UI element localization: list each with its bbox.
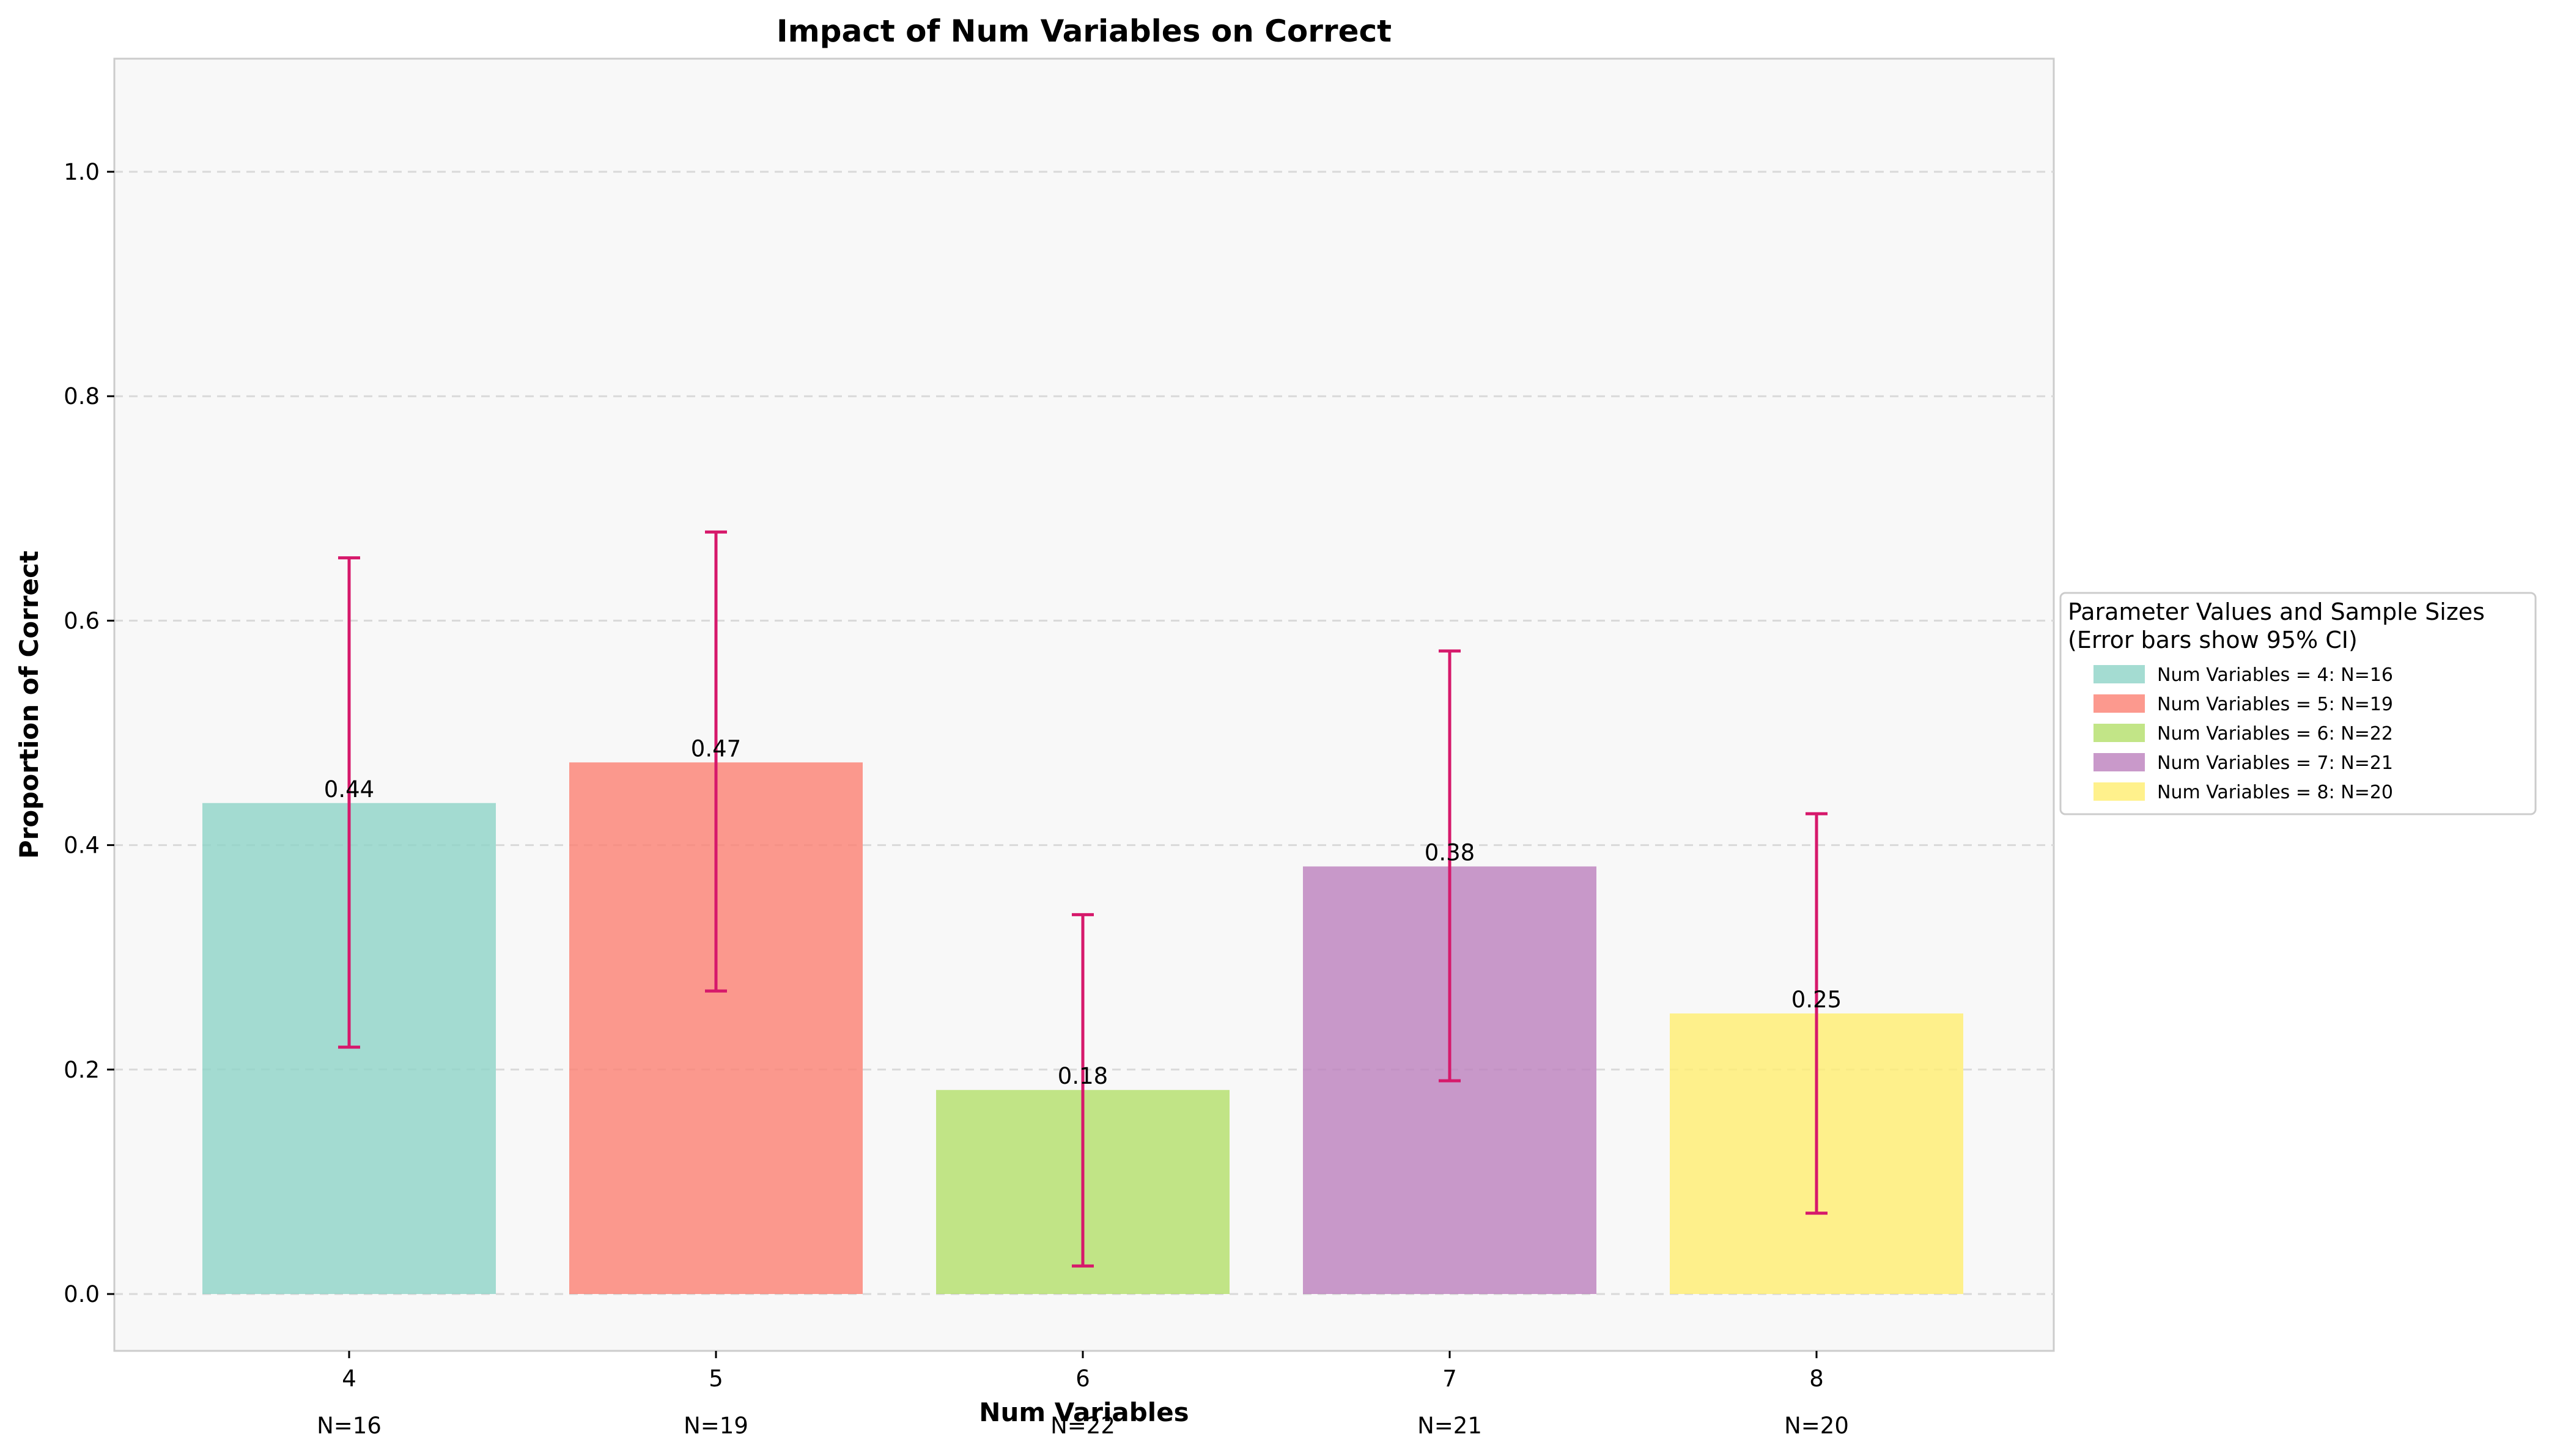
legend-entry-label: Num Variables = 8: N=20 xyxy=(2157,782,2393,803)
sample-size-label: N=16 xyxy=(317,1413,382,1439)
y-tick-label: 0.6 xyxy=(64,608,100,634)
data-labels: 0.44 0.47 0.18 0.38 0.25 xyxy=(324,735,1842,1089)
x-tick-label: 7 xyxy=(1442,1366,1457,1392)
data-label: 0.25 xyxy=(1791,987,1842,1013)
x-axis-ticks: 4 N=16 5 N=19 6 N=22 7 N=21 8 N=20 xyxy=(317,1351,1849,1439)
y-tick-label: 0.8 xyxy=(64,383,100,410)
y-tick-label: 1.0 xyxy=(64,159,100,185)
x-tick-label: 8 xyxy=(1809,1366,1824,1392)
legend-entry-label: Num Variables = 5: N=19 xyxy=(2157,694,2393,715)
legend-subtitle: (Error bars show 95% CI) xyxy=(2068,627,2358,653)
data-label: 0.38 xyxy=(1425,839,1475,866)
legend-title: Parameter Values and Sample Sizes xyxy=(2068,598,2485,625)
legend-entry-label: Num Variables = 7: N=21 xyxy=(2157,752,2393,774)
data-label: 0.44 xyxy=(324,776,374,803)
sample-size-label: N=19 xyxy=(684,1413,748,1439)
legend-swatch xyxy=(2093,753,2145,771)
x-tick-label: 6 xyxy=(1075,1366,1090,1392)
sample-size-label: N=21 xyxy=(1417,1413,1482,1439)
y-tick-label: 0.2 xyxy=(64,1057,100,1083)
y-axis-ticks: 0.0 0.2 0.4 0.6 0.8 1.0 xyxy=(64,159,114,1307)
legend-entry-label: Num Variables = 4: N=16 xyxy=(2157,664,2393,686)
chart-title: Impact of Num Variables on Correct xyxy=(777,13,1392,49)
legend-swatch xyxy=(2093,694,2145,713)
data-label: 0.47 xyxy=(691,735,741,762)
y-tick-label: 0.0 xyxy=(64,1281,100,1307)
legend-swatch xyxy=(2093,665,2145,683)
legend: Parameter Values and Sample Sizes (Error… xyxy=(2059,592,2537,815)
error-bars xyxy=(338,530,1828,1268)
y-axis-label: Proportion of Correct xyxy=(14,551,44,859)
legend-box xyxy=(2059,592,2537,815)
sample-size-label: N=22 xyxy=(1050,1413,1115,1439)
legend-swatch xyxy=(2093,724,2145,742)
sample-size-label: N=20 xyxy=(1784,1413,1849,1439)
y-tick-label: 0.4 xyxy=(64,833,100,859)
x-tick-label: 5 xyxy=(709,1366,723,1392)
x-tick-label: 4 xyxy=(342,1366,356,1392)
x-axis-label: Num Variables xyxy=(979,1397,1189,1427)
legend-entries: Num Variables = 4: N=16 Num Variables = 5… xyxy=(2093,664,2393,803)
data-label: 0.18 xyxy=(1058,1063,1108,1089)
legend-entry-label: Num Variables = 6: N=22 xyxy=(2157,723,2393,745)
legend-swatch xyxy=(2093,782,2145,801)
